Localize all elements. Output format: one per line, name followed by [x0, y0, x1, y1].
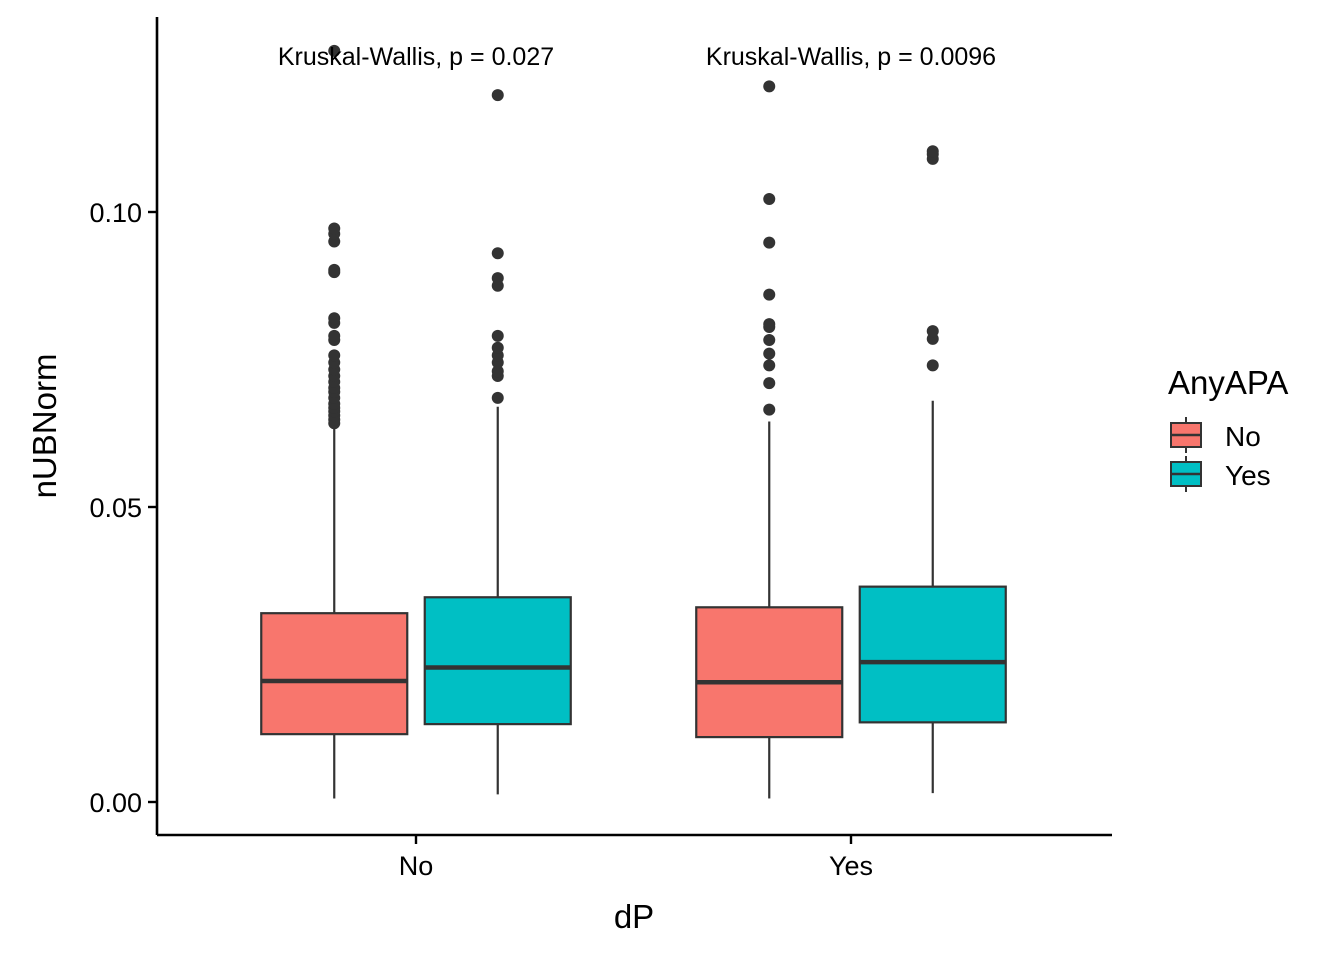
y-tick-label: 0.10	[89, 198, 142, 228]
box-iqr	[423, 596, 572, 726]
annotations: Kruskal-Wallis, p = 0.027 Kruskal-Wallis,…	[278, 43, 996, 71]
outlier-point	[763, 288, 776, 301]
outlier-point	[328, 44, 341, 57]
legend-items: No Yes	[1170, 417, 1271, 492]
legend-title: AnyAPA	[1168, 364, 1288, 401]
outlier-point	[491, 391, 504, 404]
outlier-point	[328, 349, 341, 362]
outlier-point	[491, 365, 504, 378]
outlier-point	[763, 347, 776, 360]
y-tick-label: 0.05	[89, 493, 142, 523]
box-yes-at-yes	[858, 145, 1007, 794]
series-yes	[423, 89, 1007, 795]
annotation-no: Kruskal-Wallis, p = 0.027	[278, 43, 554, 71]
outlier-point	[763, 377, 776, 390]
axes: 0.00 0.05 0.10 No Yes dP nUBNorm	[26, 17, 1112, 935]
box-no-at-no	[260, 44, 409, 799]
series-no	[260, 44, 844, 799]
outlier-point	[763, 403, 776, 416]
outlier-point	[491, 247, 504, 260]
outlier-point	[491, 89, 504, 102]
x-axis-title: dP	[614, 898, 654, 935]
outlier-point	[328, 263, 341, 276]
outlier-point	[763, 236, 776, 249]
x-tick-label: No	[399, 851, 434, 881]
box-iqr	[260, 612, 409, 736]
outlier-point	[491, 272, 504, 285]
outlier-point	[763, 334, 776, 347]
outlier-point	[926, 145, 939, 158]
legend-label: No	[1225, 421, 1261, 452]
legend-item-no: No	[1170, 417, 1261, 453]
outlier-point	[328, 329, 341, 342]
outlier-point	[763, 193, 776, 206]
outlier-point	[491, 341, 504, 354]
outlier-point	[926, 325, 939, 338]
legend-label: Yes	[1225, 460, 1271, 491]
outlier-point	[328, 222, 341, 235]
outlier-point	[491, 329, 504, 342]
outlier-point	[763, 318, 776, 331]
box-iqr	[695, 606, 844, 739]
outlier-point	[763, 80, 776, 93]
y-ticks: 0.00 0.05 0.10	[89, 198, 157, 818]
y-axis-title: nUBNorm	[26, 354, 63, 499]
plot-marks: Kruskal-Wallis, p = 0.027 Kruskal-Wallis,…	[260, 43, 1007, 799]
box-iqr	[858, 585, 1007, 724]
outlier-point	[763, 359, 776, 372]
box-yes-at-no	[423, 89, 572, 795]
x-ticks: No Yes	[399, 835, 873, 881]
outlier-point	[328, 312, 341, 325]
annotation-yes: Kruskal-Wallis, p = 0.0096	[706, 43, 996, 71]
x-tick-label: Yes	[829, 851, 873, 881]
box-no-at-yes	[695, 80, 844, 799]
y-tick-label: 0.00	[89, 788, 142, 818]
legend: AnyAPA No Yes	[1168, 364, 1288, 492]
legend-item-yes: Yes	[1170, 456, 1271, 492]
outlier-point	[926, 359, 939, 372]
